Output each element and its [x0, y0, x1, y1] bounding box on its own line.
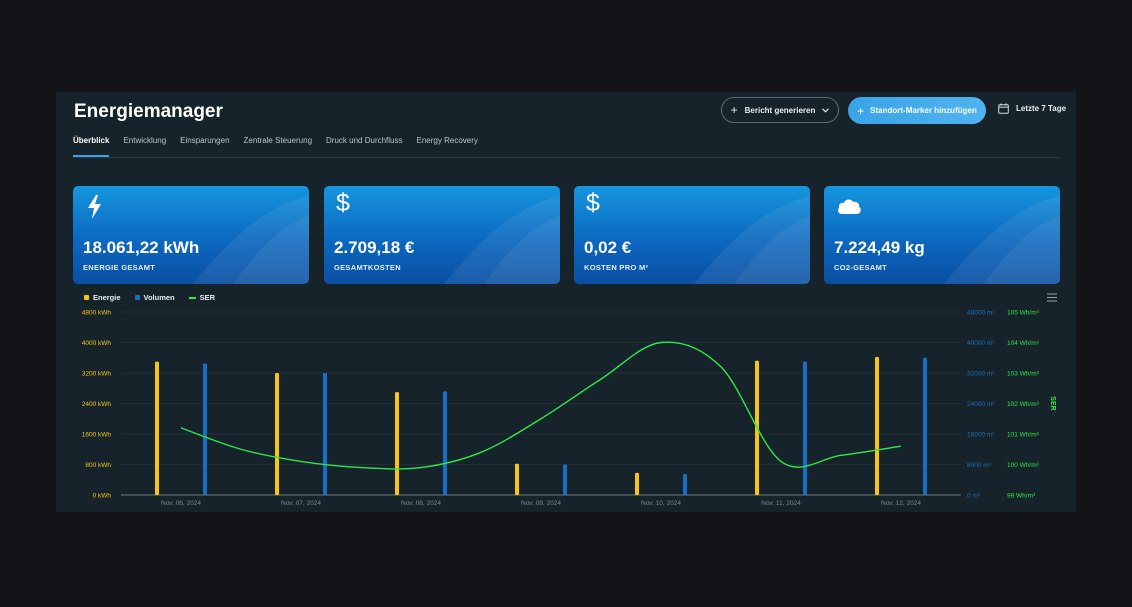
legend-label: Energie [93, 293, 121, 302]
y-tick-label-left: 4000 kWh [82, 340, 112, 347]
y-tick-label-left: 2400 kWh [82, 401, 112, 408]
legend-swatch [188, 296, 196, 299]
tab-einsparungen[interactable]: Einsparungen [180, 136, 230, 145]
kpi-card-kosten-pro-m3: $ 0,02 € KOSTEN PRO M³ [574, 186, 810, 284]
legend-swatch [134, 295, 140, 300]
card-wave-decoration [193, 196, 309, 284]
y-tick-label-right-volumen: 32000 m³ [967, 370, 995, 377]
energy-chart: 0 kWh 0 m³ 99 Wh/m³ 800 kWh 8000 m³ 100 Wh/m³… [82, 309, 1056, 507]
plus-icon: + [730, 103, 738, 117]
y-tick-label-left: 3200 kWh [82, 370, 112, 377]
kpi-value: 2.709,18 € [334, 238, 415, 257]
x-tick-label: Nov. 06, 2024 [161, 500, 201, 507]
tab-zentrale-steuerung[interactable]: Zentrale Steuerung [243, 136, 313, 145]
legend-label: SER [199, 293, 216, 302]
card-wave-decoration [694, 196, 810, 284]
chart-menu-icon[interactable] [1047, 293, 1057, 302]
x-tick-label: Nov. 10, 2024 [641, 500, 681, 507]
tab-bar: Überblick Entwicklung Einsparungen Zentr… [73, 136, 478, 157]
dollar-icon: $ [586, 189, 600, 217]
x-tick-label: Nov. 12, 2024 [881, 500, 921, 507]
y-tick-label-left: 800 kWh [85, 462, 111, 469]
line-ser [180, 341, 902, 470]
bar-energie [875, 356, 879, 495]
tab-energy-recovery[interactable]: Energy Recovery [416, 136, 478, 145]
kpi-card-energie: 18.061,22 kWh ENERGIE GESAMT [73, 186, 309, 284]
bar-energie [515, 463, 519, 495]
y-tick-label-right-volumen: 48000 m³ [967, 309, 995, 316]
bar-energie [155, 361, 159, 495]
y-tick-label-right-ser: 100 Wh/m³ [1007, 462, 1040, 469]
y-tick-label-right-ser: 103 Wh/m³ [1007, 370, 1040, 377]
bar-volumen [563, 464, 567, 495]
y-tick-label-right-ser: 99 Wh/m³ [1007, 492, 1036, 499]
date-range-picker[interactable]: Letzte 7 Tage [998, 103, 1066, 114]
legend-swatch [84, 295, 89, 300]
kpi-card-co2: 7.224,49 kg CO2-GESAMT [824, 186, 1060, 284]
y-tick-label-right-volumen: 16000 m³ [967, 431, 995, 438]
tab-druck-und-durchfluss[interactable]: Druck und Durchfluss [326, 136, 403, 145]
tabs-divider [73, 157, 1060, 158]
energy-dashboard: Energiemanager + Bericht generieren + St… [56, 92, 1076, 512]
generate-report-button[interactable]: + Bericht generieren [721, 97, 839, 123]
y-tick-label-right-volumen: 40000 m³ [967, 340, 995, 347]
y-tick-label-right-volumen: 0 m³ [967, 492, 981, 499]
calendar-icon [998, 103, 1009, 114]
tab-entwicklung[interactable]: Entwicklung [123, 136, 167, 145]
y-axis-title-ser: SER [1049, 396, 1056, 410]
generate-report-label: Bericht generieren [744, 105, 816, 115]
y-tick-label-left: 1600 kWh [82, 431, 112, 438]
y-tick-label-right-ser: 105 Wh/m³ [1007, 309, 1040, 316]
legend-item-ser[interactable]: SER [188, 293, 216, 302]
kpi-label: ENERGIE GESAMT [83, 263, 156, 272]
plus-icon: + [857, 103, 865, 118]
cloud-icon [838, 199, 861, 214]
legend-item-energie[interactable]: Energie [84, 293, 121, 302]
date-range-label: Letzte 7 Tage [1016, 104, 1067, 113]
bar-volumen [803, 361, 807, 495]
bar-volumen [203, 363, 207, 495]
lightning-icon [88, 195, 101, 219]
kpi-card-gesamtkosten: $ 2.709,18 € GESAMTKOSTEN [324, 186, 560, 284]
kpi-label: GESAMTKOSTEN [334, 263, 401, 272]
add-location-marker-button[interactable]: + Standort-Marker hinzufügen [848, 97, 986, 124]
chart-legend: Energie Volumen SER [84, 293, 215, 302]
bar-energie [275, 373, 279, 495]
y-tick-label-right-ser: 104 Wh/m³ [1007, 340, 1040, 347]
bar-volumen [683, 474, 687, 495]
card-wave-decoration [944, 196, 1060, 284]
bar-energie [635, 472, 639, 495]
page-title: Energiemanager [74, 101, 223, 122]
y-tick-label-right-ser: 102 Wh/m³ [1007, 401, 1040, 408]
y-tick-label-left: 0 kWh [93, 492, 112, 499]
x-tick-label: Nov. 07, 2024 [281, 500, 321, 507]
chevron-down-icon [822, 107, 830, 113]
tab-ueberblick[interactable]: Überblick [73, 136, 110, 157]
dollar-icon: $ [336, 189, 350, 217]
kpi-value: 0,02 € [584, 238, 632, 257]
kpi-label: KOSTEN PRO M³ [584, 263, 649, 272]
y-tick-label-right-volumen: 24000 m³ [967, 401, 995, 408]
bar-energie [395, 392, 399, 495]
legend-label: Volumen [143, 293, 175, 302]
x-tick-label: Nov. 09, 2024 [521, 500, 561, 507]
bar-volumen [923, 357, 927, 495]
kpi-label: CO2-GESAMT [834, 263, 888, 272]
x-tick-label: Nov. 11, 2024 [761, 500, 801, 507]
card-wave-decoration [444, 196, 560, 284]
bar-volumen [323, 373, 327, 495]
x-tick-label: Nov. 08, 2024 [401, 500, 441, 507]
kpi-value: 18.061,22 kWh [83, 238, 200, 257]
y-tick-label-right-ser: 101 Wh/m³ [1007, 431, 1040, 438]
y-tick-label-left: 4800 kWh [82, 309, 112, 316]
legend-item-volumen[interactable]: Volumen [134, 293, 175, 302]
add-location-marker-label: Standort-Marker hinzufügen [870, 106, 977, 115]
y-tick-label-right-volumen: 8000 m³ [967, 462, 992, 469]
bar-volumen [443, 391, 447, 495]
kpi-value: 7.224,49 kg [834, 238, 925, 257]
